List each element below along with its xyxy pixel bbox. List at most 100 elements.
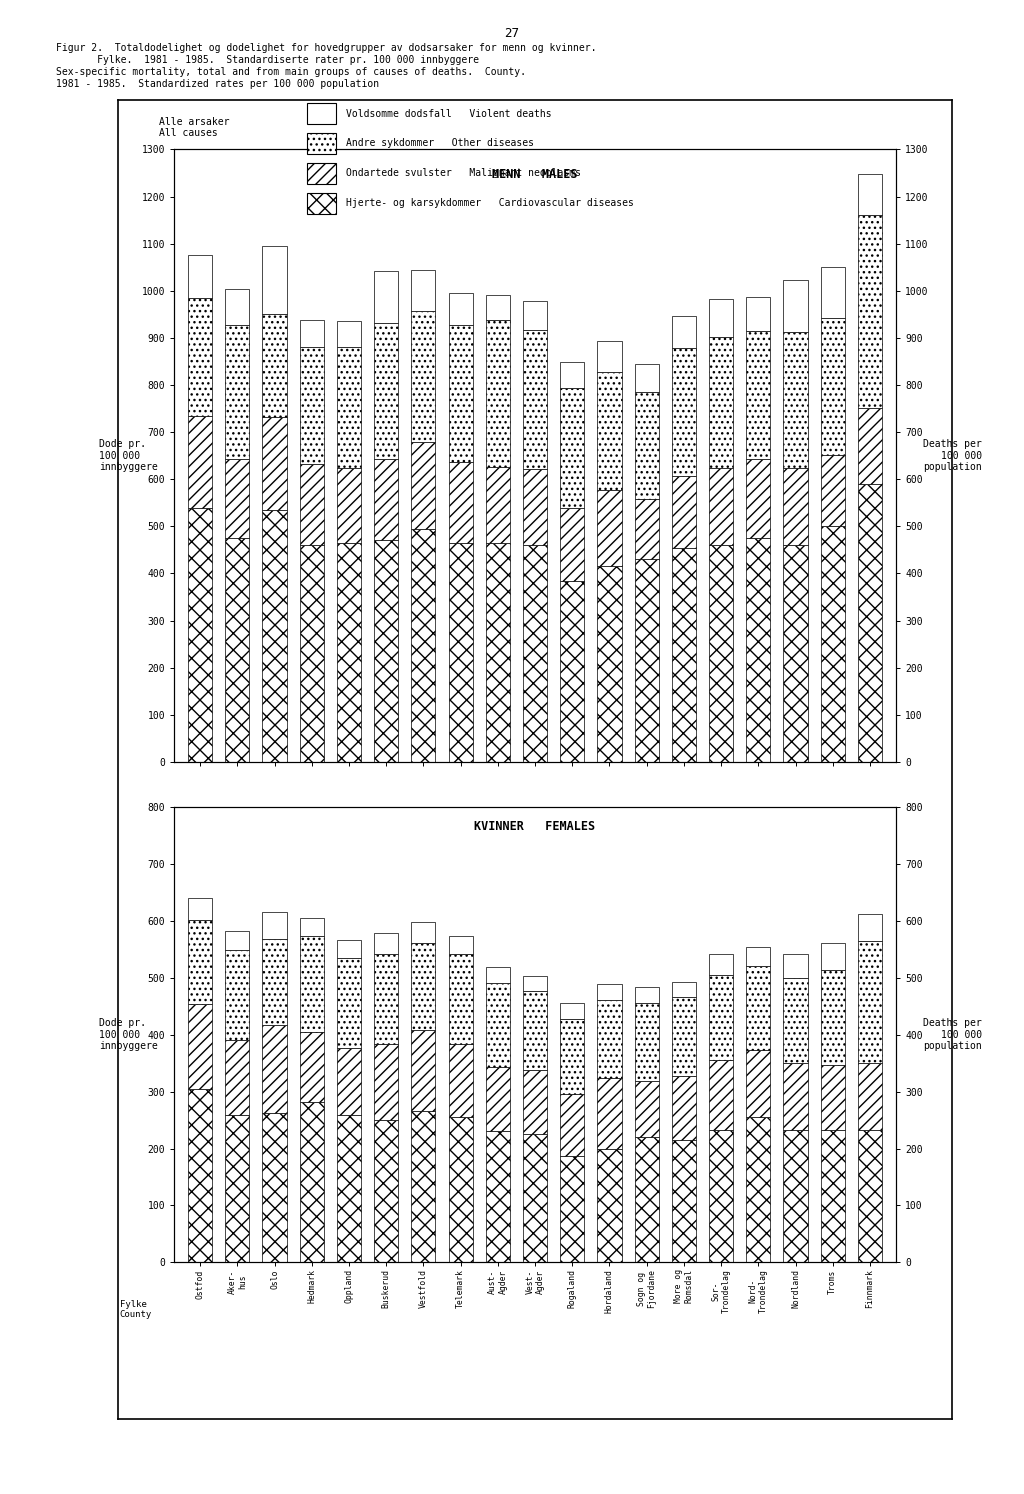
Bar — [337, 347, 361, 469]
Bar — [597, 372, 622, 490]
Text: 1981 - 1985.  Standardized rates per 100 000 population: 1981 - 1985. Standardized rates per 100 … — [56, 79, 380, 90]
Bar — [858, 173, 882, 215]
Bar — [858, 1062, 882, 1129]
Bar — [188, 920, 212, 1004]
Bar — [672, 1140, 696, 1262]
Bar — [523, 1070, 547, 1134]
Bar — [374, 955, 398, 1044]
Bar — [672, 477, 696, 547]
Bar — [225, 538, 250, 762]
Bar — [709, 1059, 733, 1129]
Bar — [746, 538, 770, 762]
Bar — [597, 999, 622, 1079]
Bar — [560, 1019, 585, 1095]
Bar — [560, 1156, 585, 1262]
Bar — [262, 245, 287, 314]
Text: Fylke
County: Fylke County — [120, 1300, 152, 1319]
Bar — [300, 347, 324, 465]
Bar — [597, 490, 622, 566]
Bar — [820, 943, 845, 970]
Bar — [672, 982, 696, 996]
Bar — [225, 1040, 250, 1116]
Text: Ondartede svulster   Malignant neoplasms: Ondartede svulster Malignant neoplasms — [346, 169, 581, 178]
Bar — [337, 469, 361, 542]
Bar — [449, 1044, 473, 1118]
Bar — [225, 1116, 250, 1262]
Bar — [300, 937, 324, 1032]
Text: Dode pr.
100 000
innbyggere: Dode pr. 100 000 innbyggere — [98, 1017, 158, 1052]
Bar — [672, 315, 696, 348]
Bar — [449, 293, 473, 326]
Bar — [858, 941, 882, 1062]
Bar — [307, 163, 336, 184]
Bar — [337, 940, 361, 958]
Bar — [709, 545, 733, 762]
Bar — [560, 581, 585, 762]
Bar — [307, 103, 336, 124]
Bar — [672, 996, 696, 1076]
Bar — [300, 465, 324, 545]
Bar — [449, 462, 473, 542]
Bar — [374, 323, 398, 460]
Bar — [597, 985, 622, 999]
Bar — [412, 270, 435, 311]
Bar — [709, 1129, 733, 1262]
Bar — [374, 1044, 398, 1120]
Bar — [412, 529, 435, 762]
Bar — [635, 391, 658, 499]
Bar — [783, 979, 808, 1062]
Bar — [485, 1067, 510, 1131]
Bar — [523, 1134, 547, 1262]
Bar — [307, 193, 336, 214]
Bar — [337, 542, 361, 762]
Bar — [485, 1131, 510, 1262]
Bar — [412, 1112, 435, 1262]
Bar — [337, 1049, 361, 1116]
Bar — [262, 417, 287, 509]
Bar — [262, 314, 287, 417]
Bar — [337, 1116, 361, 1262]
Bar — [635, 988, 658, 1002]
Bar — [300, 1101, 324, 1262]
Text: Deaths per
100 000
population: Deaths per 100 000 population — [923, 1017, 982, 1052]
Bar — [225, 290, 250, 324]
Bar — [820, 267, 845, 318]
Bar — [337, 958, 361, 1049]
Bar — [188, 508, 212, 762]
Bar — [523, 545, 547, 762]
Text: Voldsomme dodsfall   Violent deaths: Voldsomme dodsfall Violent deaths — [346, 109, 552, 118]
Bar — [820, 454, 845, 526]
Bar — [746, 297, 770, 330]
Text: MENN   MALES: MENN MALES — [493, 167, 578, 181]
Text: KVINNER   FEMALES: KVINNER FEMALES — [474, 820, 596, 834]
Bar — [560, 508, 585, 581]
Bar — [597, 341, 622, 372]
Text: Sex-specific mortality, total and from main groups of causes of deaths.  County.: Sex-specific mortality, total and from m… — [56, 67, 526, 78]
Bar — [262, 509, 287, 762]
Bar — [337, 321, 361, 347]
Bar — [635, 1002, 658, 1082]
Bar — [746, 1050, 770, 1118]
Bar — [412, 944, 435, 1029]
Bar — [374, 541, 398, 762]
Bar — [412, 311, 435, 442]
Bar — [225, 459, 250, 538]
Bar — [374, 270, 398, 323]
Bar — [412, 922, 435, 944]
Text: Andre sykdommer   Other diseases: Andre sykdommer Other diseases — [346, 139, 535, 148]
Bar — [225, 950, 250, 1040]
Bar — [783, 955, 808, 979]
Text: Hjerte- og karsykdommer   Cardiovascular diseases: Hjerte- og karsykdommer Cardiovascular d… — [346, 199, 634, 208]
Bar — [709, 976, 733, 1059]
Bar — [746, 965, 770, 1050]
Bar — [188, 255, 212, 297]
Bar — [262, 938, 287, 1025]
Bar — [672, 348, 696, 477]
Text: Alle arsaker
All causes: Alle arsaker All causes — [159, 117, 229, 137]
Bar — [523, 992, 547, 1070]
Bar — [560, 1095, 585, 1156]
Bar — [858, 1129, 882, 1262]
Bar — [597, 1079, 622, 1149]
Bar — [672, 1076, 696, 1140]
Bar — [262, 1025, 287, 1113]
